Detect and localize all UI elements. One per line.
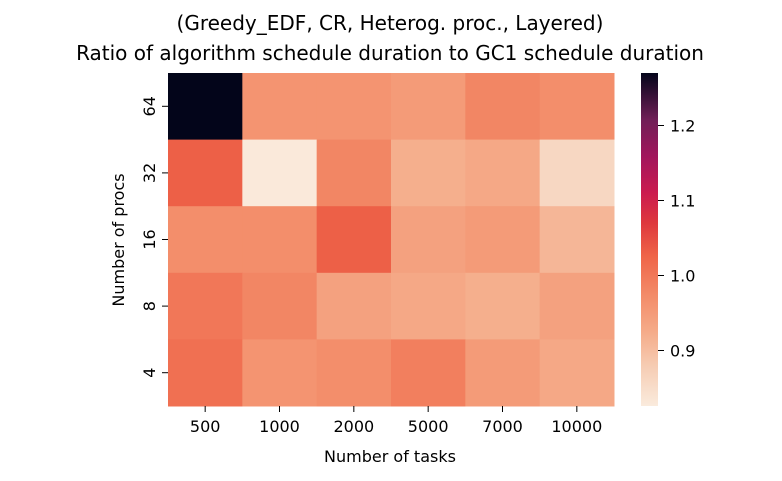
chart-subtitle: Ratio of algorithm schedule duration to … <box>76 41 704 65</box>
heatmap-cell <box>465 339 541 407</box>
y-tick-label: 64 <box>140 96 159 116</box>
x-tick-label: 7000 <box>482 417 523 436</box>
y-axis-ticks: 64 32 16 8 4 <box>140 96 168 378</box>
x-tick-label: 1000 <box>259 417 300 436</box>
x-axis-ticks: 500 1000 2000 5000 7000 10000 <box>190 406 602 436</box>
heatmap-cell <box>391 272 466 340</box>
colorbar-tick-label: 1.1 <box>670 192 695 211</box>
heatmap-cell <box>391 73 466 141</box>
heatmap-cell <box>465 206 541 274</box>
heatmap-cell <box>242 139 318 207</box>
chart-title: (Greedy_EDF, CR, Heterog. proc., Layered… <box>177 11 604 35</box>
heatmap-cell <box>465 272 541 340</box>
heatmap-cell <box>391 206 466 274</box>
heatmap-cell <box>391 139 466 207</box>
y-tick-label: 32 <box>140 163 159 183</box>
heatmap-cell <box>316 272 392 340</box>
heatmap-cell <box>316 339 392 407</box>
y-tick-label: 4 <box>140 368 159 378</box>
heatmap-cell <box>539 206 615 274</box>
colorbar-tick-label: 0.9 <box>670 342 695 361</box>
colorbar-tick-label: 1.0 <box>670 267 695 286</box>
heatmap-cell <box>168 73 243 141</box>
heatmap-cell <box>242 272 318 340</box>
heatmap-cell <box>539 139 615 207</box>
heatmap-cell <box>168 206 243 274</box>
x-tick-label: 500 <box>190 417 221 436</box>
x-tick-label: 5000 <box>408 417 449 436</box>
heatmap-cells <box>168 73 615 407</box>
x-tick-label: 10000 <box>551 417 602 436</box>
colorbar <box>641 73 658 406</box>
heatmap-cell <box>168 272 243 340</box>
colorbar-ticks: 0.9 1.0 1.1 1.2 <box>658 117 695 361</box>
heatmap-cell <box>465 73 541 141</box>
heatmap-cell <box>168 339 243 407</box>
y-axis-label: Number of procs <box>109 173 128 306</box>
heatmap-cell <box>242 73 318 141</box>
heatmap-cell <box>242 339 318 407</box>
heatmap-cell <box>539 73 615 141</box>
heatmap-cell <box>242 206 318 274</box>
heatmap-cell <box>465 139 541 207</box>
heatmap-cell <box>316 73 392 141</box>
heatmap-cell <box>539 339 615 407</box>
y-tick-label: 8 <box>140 301 159 311</box>
colorbar-tick-label: 1.2 <box>670 117 695 136</box>
x-tick-label: 2000 <box>333 417 374 436</box>
heatmap-cell <box>539 272 615 340</box>
x-axis-label: Number of tasks <box>324 447 456 466</box>
heatmap-cell <box>316 206 392 274</box>
heatmap-cell <box>391 339 466 407</box>
y-tick-label: 16 <box>140 229 159 249</box>
heatmap-cell <box>316 139 392 207</box>
heatmap-cell <box>168 139 243 207</box>
